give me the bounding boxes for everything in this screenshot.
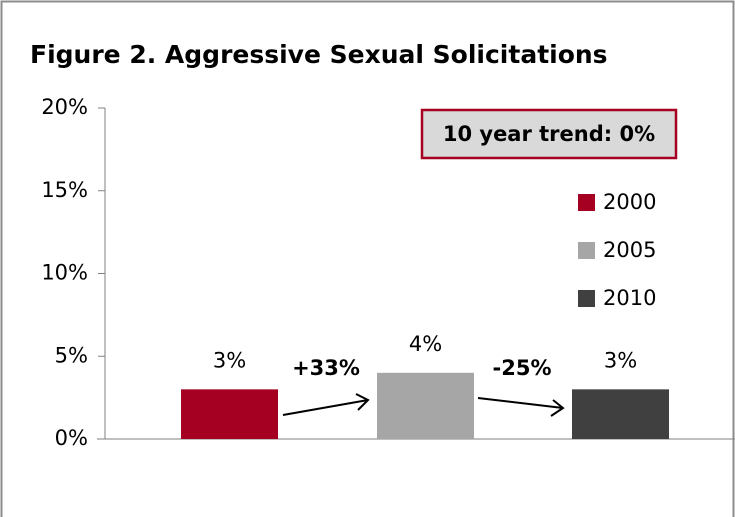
arrows <box>282 393 565 417</box>
chart-title: Figure 2. Aggressive Sexual Solicitation… <box>30 40 608 69</box>
legend-label: 2010 <box>603 286 656 310</box>
y-tick-label: 20% <box>41 95 88 119</box>
value-label: 3% <box>604 348 637 372</box>
legend-label: 2000 <box>603 190 656 214</box>
y-tick-label: 5% <box>55 343 88 367</box>
bar <box>181 389 278 439</box>
y-tick-label: 0% <box>55 426 88 450</box>
arrow <box>282 393 370 416</box>
trend-label: 10 year trend: 0% <box>443 122 655 146</box>
bar <box>377 372 474 439</box>
bar <box>572 389 669 439</box>
value-label: 4% <box>409 332 442 356</box>
y-tick-label: 15% <box>41 178 88 202</box>
legend-label: 2005 <box>603 238 656 262</box>
legend-swatch <box>578 194 595 211</box>
value-label: 3% <box>213 348 246 372</box>
change-label: +33% <box>292 356 360 380</box>
legend-swatch <box>578 242 595 259</box>
arrow <box>477 397 565 417</box>
legend-swatch <box>578 290 595 307</box>
trend-box <box>420 108 678 160</box>
y-tick-label: 10% <box>41 261 88 285</box>
change-label: -25% <box>493 356 552 380</box>
